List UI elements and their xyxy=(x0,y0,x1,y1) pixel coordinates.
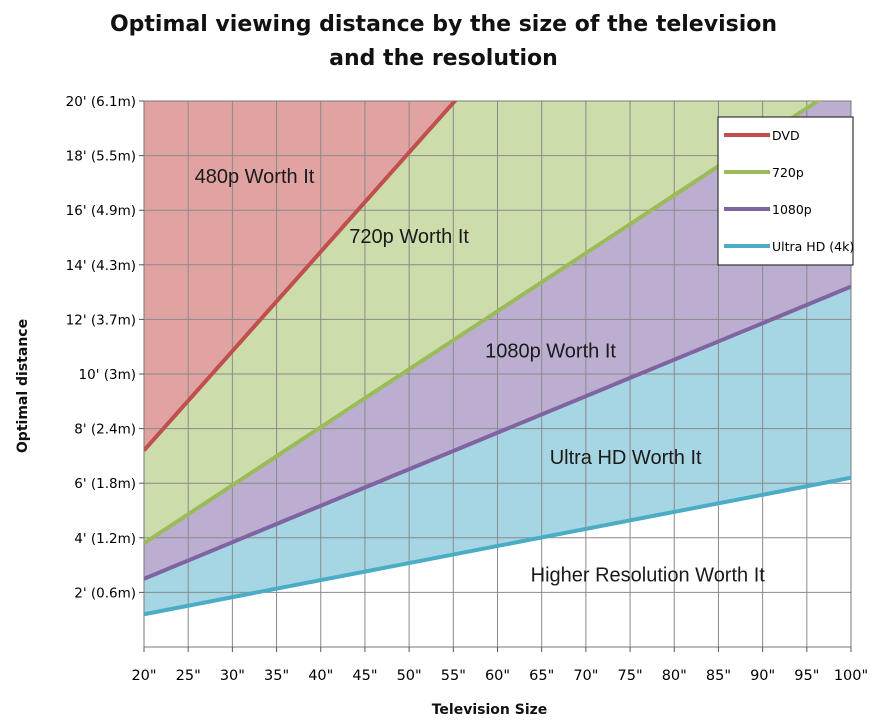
y-tick-label: 8' (2.4m) xyxy=(74,422,136,438)
legend-label: DVD xyxy=(772,128,800,143)
x-axis-title: Television Size xyxy=(432,702,548,718)
x-tick-label: 35" xyxy=(264,668,289,684)
region-label: Ultra HD Worth It xyxy=(550,447,702,469)
y-tick-label: 2' (0.6m) xyxy=(74,585,136,601)
y-tick-label: 6' (1.8m) xyxy=(74,476,136,492)
x-tick-label: 60" xyxy=(485,668,510,684)
x-tick-label: 85" xyxy=(706,668,731,684)
y-tick-label: 20' (6.1m) xyxy=(66,94,136,110)
chart-title: Optimal viewing distance by the size of … xyxy=(0,8,887,76)
region-label: Higher Resolution Worth It xyxy=(531,564,766,586)
legend-label: Ultra HD (4k) xyxy=(772,239,854,254)
x-tick-label: 70" xyxy=(573,668,598,684)
legend-label: 1080p xyxy=(772,202,812,217)
x-tick-label: 80" xyxy=(662,668,687,684)
y-tick-label: 14' (4.3m) xyxy=(66,258,136,274)
chart-title-line-2: and the resolution xyxy=(329,46,558,71)
series-line-dvd xyxy=(144,101,458,452)
x-tick-label: 90" xyxy=(750,668,775,684)
x-tick-label: 55" xyxy=(441,668,466,684)
region-label: 720p Worth It xyxy=(349,226,469,248)
x-tick-label: 20" xyxy=(131,668,156,684)
x-tick-label: 95" xyxy=(794,668,819,684)
x-tick-label: 25" xyxy=(176,668,201,684)
region-label: 1080p Worth It xyxy=(485,341,616,363)
x-tick-label: 45" xyxy=(352,668,377,684)
x-tick-label: 65" xyxy=(529,668,554,684)
series-line-ultra-hd-4k- xyxy=(144,475,851,617)
grid-lines xyxy=(143,100,852,648)
y-tick-label: 4' (1.2m) xyxy=(74,531,136,547)
x-tick-label: 50" xyxy=(397,668,422,684)
chart-title-line-1: Optimal viewing distance by the size of … xyxy=(109,12,778,37)
y-axis-title: Optimal distance xyxy=(15,319,31,453)
region-labels: 480p Worth It 720p Worth It 1080p Worth It… xyxy=(195,166,766,587)
y-tick-label: 12' (3.7m) xyxy=(66,312,136,328)
x-tick-label: 100" xyxy=(834,668,868,684)
y-axis: 2' (0.6m) 4' (1.2m) 6' (1.8m) 8' (2.4m) 10' … xyxy=(66,94,144,601)
x-tick-label: 75" xyxy=(618,668,643,684)
legend-label: 720p xyxy=(772,165,804,180)
region-label: 480p Worth It xyxy=(195,166,315,188)
x-axis: 20" 25" 30" 35" 40" 45" 50" 55" 60" 65" 70" 75" 80" 8… xyxy=(131,647,868,684)
y-tick-label: 18' (5.5m) xyxy=(66,149,136,165)
x-tick-label: 40" xyxy=(308,668,333,684)
legend-box xyxy=(717,116,854,266)
y-tick-label: 16' (4.9m) xyxy=(66,203,136,219)
legend: DVD 720p 1080p Ultra HD (4k) xyxy=(717,116,854,266)
y-tick-label: 10' (3m) xyxy=(79,367,136,383)
x-tick-label: 30" xyxy=(220,668,245,684)
series-line-1080p xyxy=(144,284,851,581)
